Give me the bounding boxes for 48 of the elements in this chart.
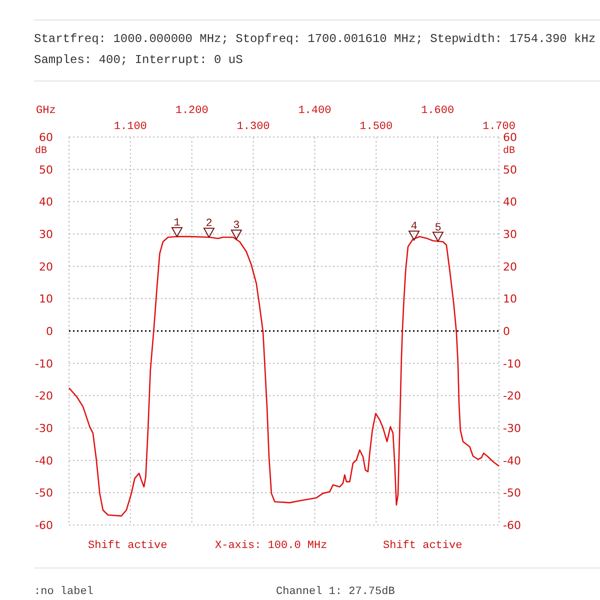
y-tick-label: 20 [39,260,53,274]
y-tick-label: 50 [39,163,53,176]
y-tick-label: -30 [35,422,53,435]
y2-tick-label: 50 [503,163,517,176]
y2-tick-label: -20 [503,390,521,403]
y-tick-label: 40 [39,196,53,209]
y2-tick-label: 10 [503,292,517,306]
y-tick-label: -40 [35,454,53,468]
text: Shift active [88,540,168,552]
y-tick-label: -10 [35,357,53,370]
x2-tick-label: 1.600 [421,105,454,117]
annotation: 3 [233,220,240,232]
y2-tick-label: 20 [503,260,517,274]
annotation: 2 [206,218,212,230]
x2-tick-label: 1.400 [298,105,332,117]
y2-tick-label: -50 [503,486,521,500]
y2-tick-label: -40 [503,454,521,468]
text: X-axis: 100.0 MHz [215,540,328,552]
y-tick-label: 60 [39,131,53,144]
annotation: 5 [434,222,442,234]
y-tick-label: 30 [39,228,53,241]
chart-title: Startfreq: 1000.000000 MHz; Stopfreq: 1700.001610 MHz; Stepwidth: 1754.390 kHz [34,32,596,46]
y2-tick-label: -10 [503,357,521,370]
y-tick-label: 10 [39,292,53,306]
x-tick-label: 1.500 [360,121,393,133]
x-tick-label: 1.700 [482,121,516,133]
y-tick-label: -60 [35,519,53,532]
y-axis-title: dB [35,145,48,157]
y-tick-label: 0 [46,325,53,338]
y-tick-label: -20 [35,390,53,403]
x-tick-label: 1.100 [114,121,147,133]
annotation: 4 [410,221,418,234]
y2-axis-title: dB [503,145,516,157]
y2-tick-label: 40 [503,196,517,209]
text: Channel 1: 27.75dB [276,586,396,598]
y-tick-label: -50 [35,486,53,500]
annotation: 1 [174,218,181,230]
x-tick-label: 1.300 [236,121,270,133]
y2-tick-label: -30 [503,422,521,435]
x2-tick-label: 1.200 [175,105,208,117]
text: :no label [34,586,94,598]
y2-tick-label: -60 [503,519,521,532]
chart-subtitle: Samples: 400; Interrupt: 0 uS [34,53,243,67]
text: Shift active [383,540,462,552]
y2-tick-label: 30 [503,228,517,241]
x-axis-title: GHz [36,105,56,117]
y2-tick-label: 0 [503,325,510,338]
y2-tick-label: 60 [503,131,517,144]
